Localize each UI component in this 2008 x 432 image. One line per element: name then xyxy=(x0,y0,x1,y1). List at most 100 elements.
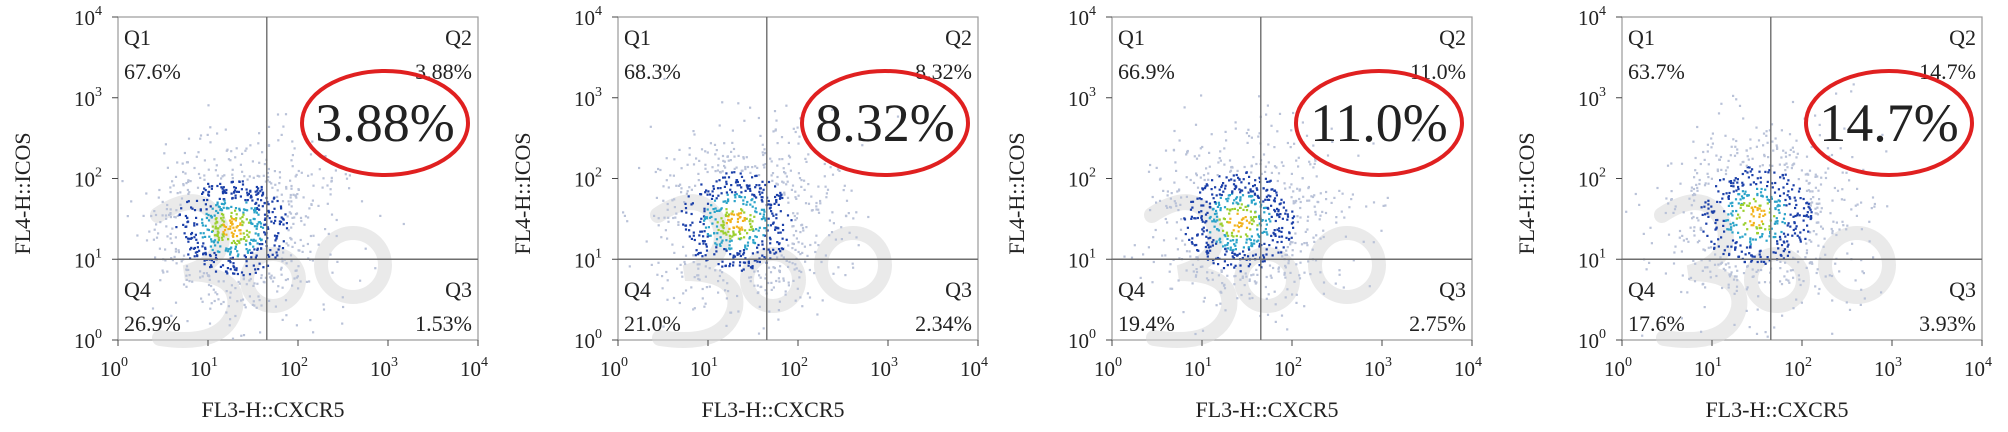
event-dot xyxy=(1722,193,1725,196)
event-dot xyxy=(252,264,255,267)
event-dot xyxy=(216,241,219,244)
quadrant-value-q2: 8.32% xyxy=(915,59,972,84)
event-dot xyxy=(1786,166,1789,169)
event-dot xyxy=(1179,203,1182,206)
watermark-letter xyxy=(1654,194,1748,348)
event-dot xyxy=(1762,144,1765,147)
event-dot xyxy=(1264,285,1267,289)
event-dot xyxy=(1222,284,1226,287)
event-dot xyxy=(1634,192,1637,196)
y-tick-base: 10 xyxy=(1578,329,1599,353)
event-dot xyxy=(307,174,310,177)
event-dot xyxy=(187,253,190,256)
event-dot xyxy=(232,226,235,229)
event-dot xyxy=(717,194,720,197)
event-dot xyxy=(204,189,207,192)
event-dot xyxy=(194,251,197,254)
event-dot xyxy=(718,179,721,182)
event-dot xyxy=(216,184,219,188)
event-dot xyxy=(1811,190,1814,193)
event-dot xyxy=(201,218,204,221)
event-dot xyxy=(758,174,761,177)
event-dot xyxy=(212,241,216,244)
event-dot xyxy=(785,238,788,241)
event-dot xyxy=(1215,194,1218,197)
event-dot xyxy=(1737,255,1740,258)
event-dot xyxy=(1253,216,1256,219)
event-dot xyxy=(1282,246,1285,249)
event-dot xyxy=(1215,240,1218,243)
event-dot xyxy=(295,324,298,327)
event-dot xyxy=(1219,150,1222,153)
event-dot xyxy=(1782,149,1785,152)
event-dot xyxy=(1228,212,1231,215)
event-dot xyxy=(845,199,849,202)
event-dot xyxy=(678,301,681,305)
event-dot xyxy=(1318,218,1321,221)
event-dot xyxy=(227,238,230,241)
event-dot xyxy=(170,257,173,260)
event-dot xyxy=(1692,215,1695,219)
event-dot xyxy=(311,259,314,262)
event-dot xyxy=(1194,123,1198,126)
event-dot xyxy=(1680,250,1683,253)
highlight-value: 14.7% xyxy=(1819,93,1958,153)
event-dot xyxy=(244,243,247,246)
event-dot xyxy=(684,224,687,227)
event-dot xyxy=(1768,200,1771,203)
event-dot xyxy=(1162,189,1165,192)
event-dot xyxy=(219,225,222,228)
event-dot xyxy=(1815,233,1818,236)
event-dot xyxy=(694,254,697,257)
event-dot xyxy=(1273,146,1276,149)
event-dot xyxy=(1735,223,1738,227)
event-dot xyxy=(180,207,183,210)
event-dot xyxy=(261,191,265,194)
event-dot xyxy=(236,225,239,228)
event-dot xyxy=(1816,206,1819,209)
event-dot xyxy=(660,236,663,239)
event-dot xyxy=(1247,246,1250,249)
event-dot xyxy=(364,247,367,250)
event-dot xyxy=(1194,275,1197,278)
y-tick-label: 102 xyxy=(74,166,102,192)
event-dot xyxy=(159,279,162,282)
event-dot xyxy=(232,272,235,275)
event-dot xyxy=(1258,242,1262,246)
event-dot xyxy=(169,237,172,240)
event-dot xyxy=(1727,228,1730,231)
event-dot xyxy=(828,219,831,222)
event-dot xyxy=(725,191,728,194)
event-dot xyxy=(215,204,218,207)
event-dot xyxy=(1784,155,1788,158)
event-dot xyxy=(705,259,708,262)
event-dot xyxy=(205,212,208,215)
event-dot xyxy=(274,239,277,242)
event-dot xyxy=(1687,240,1690,243)
event-dot xyxy=(1764,331,1767,334)
event-dot xyxy=(1718,158,1721,161)
event-dot xyxy=(176,161,179,164)
event-dot xyxy=(202,272,205,275)
event-dot xyxy=(288,203,291,206)
event-dot xyxy=(1357,154,1360,157)
event-dot xyxy=(1183,106,1186,109)
event-dot xyxy=(1680,290,1683,294)
y-tick-label: 102 xyxy=(574,166,602,192)
event-dot xyxy=(1723,210,1726,213)
event-dot xyxy=(1267,293,1270,296)
event-dot xyxy=(1751,168,1754,171)
event-dot xyxy=(270,182,273,185)
event-dot xyxy=(246,191,249,194)
event-dot xyxy=(186,320,189,323)
event-dot xyxy=(206,133,209,136)
event-dot xyxy=(1266,233,1269,236)
event-dot xyxy=(258,262,261,265)
event-dot xyxy=(1251,218,1254,221)
quadrant-label-q3: Q3 xyxy=(1949,277,1976,302)
event-dot xyxy=(662,325,665,328)
event-dot xyxy=(1258,217,1261,220)
event-dot xyxy=(1169,263,1172,266)
y-tick-base: 10 xyxy=(1068,6,1089,30)
event-dot xyxy=(281,247,285,250)
